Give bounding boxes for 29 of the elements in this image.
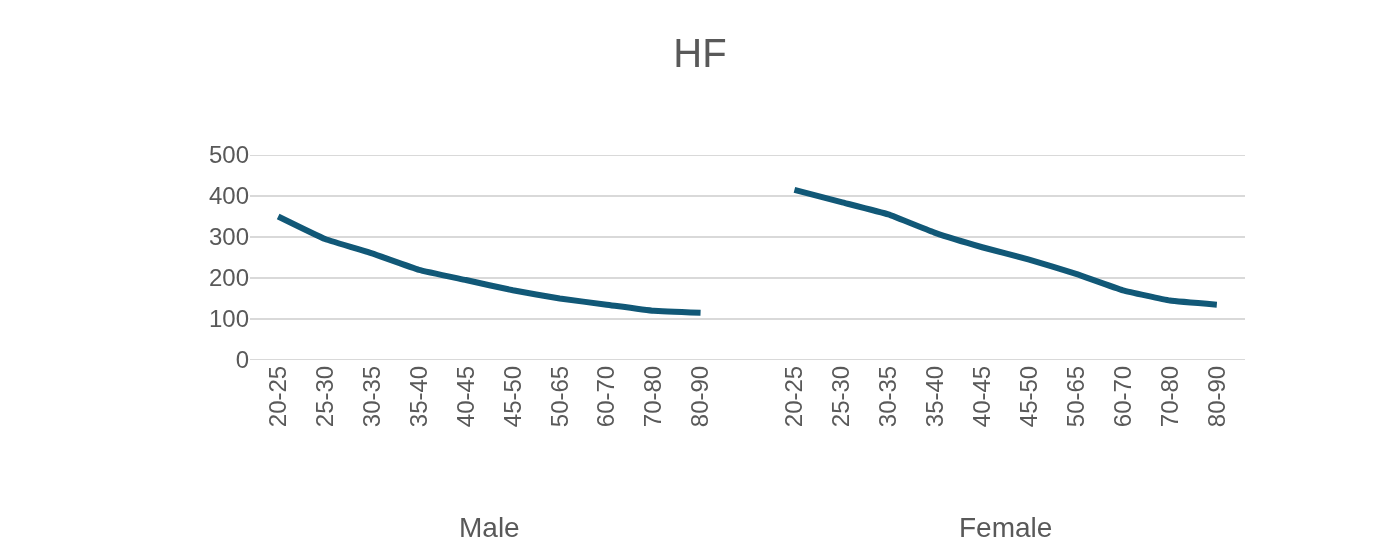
text: Female [959,512,1053,543]
x-tick-label: 30-35 [874,365,902,428]
chart-title: HF [673,31,727,76]
text: Male [459,512,520,543]
x-tick-label: 30-35 [357,365,385,428]
y-tick-label: 0 [235,346,249,374]
x-tick-label: 50-65 [545,365,573,428]
x-tick-label: 35-40 [921,365,949,428]
y-tick-label: 300 [208,223,249,251]
x-tick-label: 25-30 [310,365,338,428]
x-tick-label: 80-90 [686,365,714,428]
x-tick-label: 40-45 [451,365,479,428]
x-tick-label: 35-40 [404,365,432,428]
x-tick-label: 20-25 [263,365,291,428]
x-tick-label: 70-80 [1155,365,1183,428]
y-tick-label: 400 [208,182,249,210]
x-tick-label: 60-70 [592,365,620,428]
y-tick-label: 100 [208,305,249,333]
x-tick-label: 80-90 [1202,365,1230,428]
x-tick-label: 70-80 [639,365,667,428]
x-tick-label: 50-65 [1061,365,1089,428]
y-tick-label: 200 [208,264,249,292]
x-tick-label: 20-25 [780,365,808,428]
x-tick-label: 25-30 [827,365,855,428]
x-tick-label: 60-70 [1108,365,1136,428]
y-tick-label: 500 [208,141,249,169]
x-tick-label: 45-50 [498,365,526,428]
x-tick-label: 45-50 [1014,365,1042,428]
x-tick-label: 40-45 [967,365,995,428]
